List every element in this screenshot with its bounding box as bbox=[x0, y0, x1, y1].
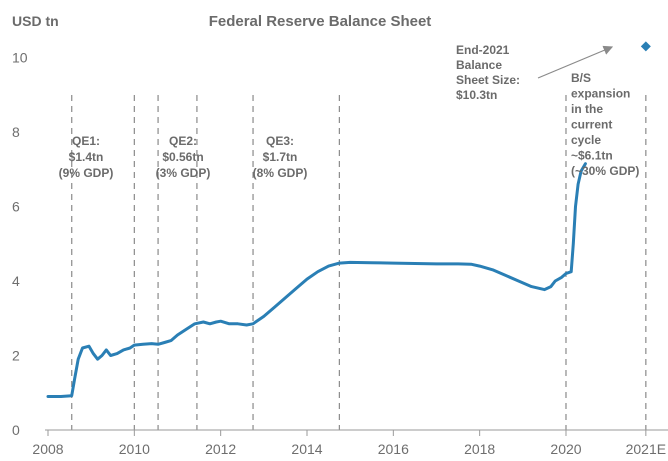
y-tick-label: 0 bbox=[12, 422, 20, 438]
bs-expansion-annotation-line: current bbox=[571, 118, 612, 132]
qe2-annotation: QE2: $0.56tn (3% GDP) bbox=[156, 134, 211, 180]
balance-sheet-line bbox=[46, 162, 587, 398]
bs-expansion-annotation-line: in the bbox=[571, 102, 603, 116]
y-tick-label: 6 bbox=[12, 199, 20, 215]
bs-expansion-annotation-line: B/S bbox=[571, 71, 591, 85]
qe2-annotation-line: $0.56tn bbox=[162, 150, 203, 164]
x-axis-ticks: 2008 2010 2012 2014 2016 2018 2020 2021E bbox=[32, 430, 666, 457]
y-axis-label: USD tn bbox=[12, 13, 59, 29]
x-tick-label: 2008 bbox=[32, 441, 63, 457]
qe2-annotation-line: QE2: bbox=[169, 134, 197, 148]
end-2021-annotation-line: Balance bbox=[456, 58, 502, 72]
qe1-annotation-line: $1.4tn bbox=[69, 150, 104, 164]
end-2021-annotation-line: $10.3tn bbox=[456, 88, 497, 102]
bs-expansion-annotation: B/S expansion in the current cycle ~$6.1tn (~3… bbox=[571, 71, 639, 178]
annotations: QE1: $1.4tn (9% GDP) QE2: $0.56tn (3% GDP) QE3… bbox=[59, 43, 640, 180]
end-2021-diamond-marker bbox=[640, 41, 651, 52]
qe3-annotation-line: $1.7tn bbox=[263, 150, 298, 164]
qe3-annotation: QE3: $1.7tn (8% GDP) bbox=[253, 134, 308, 180]
end-2021-annotation-line: Sheet Size: bbox=[456, 73, 520, 87]
bs-expansion-annotation-line: ~$6.1tn bbox=[571, 149, 613, 163]
end-2021-annotation: End-2021 Balance Sheet Size: $10.3tn bbox=[456, 43, 520, 102]
qe1-annotation: QE1: $1.4tn (9% GDP) bbox=[59, 134, 114, 180]
end-2021-annotation-line: End-2021 bbox=[456, 43, 510, 57]
qe3-annotation-line: (8% GDP) bbox=[253, 166, 308, 180]
qe2-annotation-line: (3% GDP) bbox=[156, 166, 211, 180]
y-tick-label: 2 bbox=[12, 348, 20, 364]
qe3-annotation-line: QE3: bbox=[266, 134, 294, 148]
x-tick-label: 2021E bbox=[626, 441, 666, 457]
qe1-annotation-line: (9% GDP) bbox=[59, 166, 114, 180]
y-tick-label: 10 bbox=[12, 50, 28, 66]
annotation-arrow bbox=[537, 45, 614, 79]
x-tick-label: 2014 bbox=[291, 441, 322, 457]
x-tick-label: 2020 bbox=[550, 441, 581, 457]
y-axis-ticks: 0 2 4 6 8 10 bbox=[12, 50, 28, 439]
series-layer bbox=[46, 41, 651, 398]
qe1-annotation-line: QE1: bbox=[72, 134, 100, 148]
bs-expansion-annotation-line: cycle bbox=[571, 133, 601, 147]
bs-expansion-annotation-line: (~30% GDP) bbox=[571, 164, 639, 178]
bs-expansion-annotation-line: expansion bbox=[571, 87, 630, 101]
y-tick-label: 4 bbox=[12, 273, 20, 289]
x-tick-label: 2012 bbox=[205, 441, 236, 457]
y-tick-label: 8 bbox=[12, 124, 20, 140]
x-tick-label: 2016 bbox=[378, 441, 409, 457]
x-tick-label: 2018 bbox=[464, 441, 495, 457]
chart-title: Federal Reserve Balance Sheet bbox=[209, 13, 432, 30]
x-tick-label: 2010 bbox=[119, 441, 150, 457]
